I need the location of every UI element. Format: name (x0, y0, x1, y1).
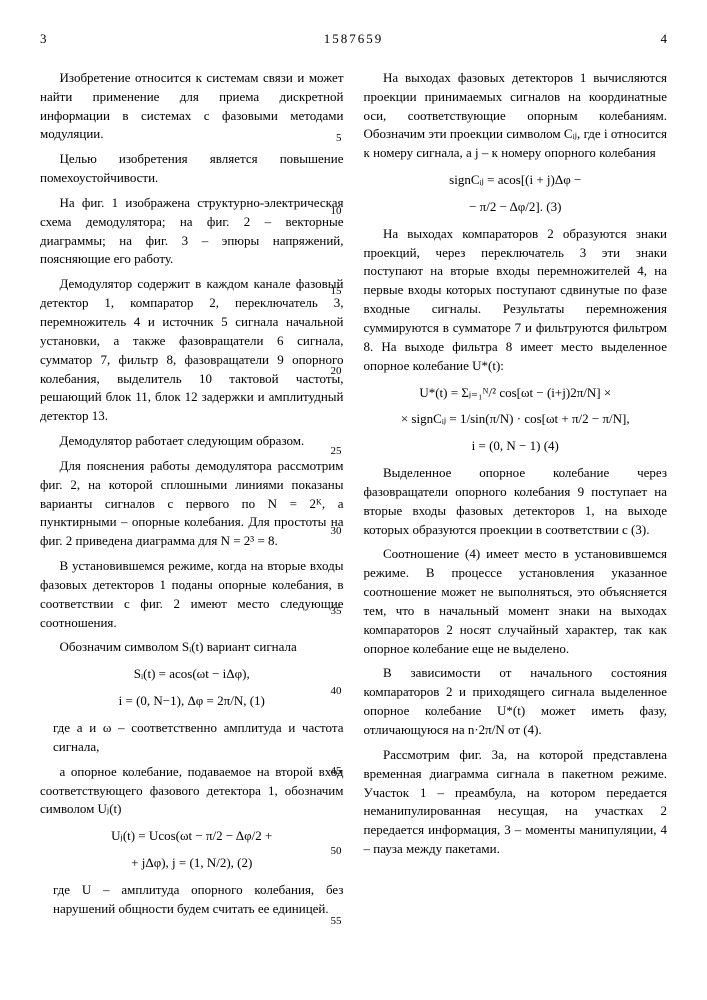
paragraph: В зависимости от начального состояния ко… (364, 664, 668, 739)
where-text: где a и ω – соответственно амплитуда и ч… (53, 719, 344, 757)
line-number: 40 (331, 684, 342, 700)
formula-4a: U*(t) = Σⱼ₌₁ᴺ/² cos[ωt − (i+j)2π/N] × (364, 384, 668, 403)
formula-2b: + jΔφ), j = (1, N/2), (2) (40, 854, 344, 873)
paragraph: Выделенное опорное колебание через фазов… (364, 464, 668, 539)
paragraph: Целью изобретения является повышение пом… (40, 150, 344, 188)
page-header: 3 1587659 4 (40, 30, 667, 49)
line-number: 10 (331, 204, 342, 220)
line-number: 30 (331, 524, 342, 540)
formula-1b: i = (0, N−1), Δφ = 2π/N, (1) (40, 692, 344, 711)
line-number: 55 (331, 914, 342, 930)
paragraph: Рассмотрим фиг. 3а, на которой представл… (364, 746, 668, 859)
paragraph: На выходах фазовых детекторов 1 вычисляю… (364, 69, 668, 163)
paragraph: На фиг. 1 изображена структурно-электрич… (40, 194, 344, 269)
line-number: 20 (331, 364, 342, 380)
line-number: 50 (331, 844, 342, 860)
paragraph: Демодулятор содержит в каждом канале фаз… (40, 275, 344, 426)
paragraph: Соотношение (4) имеет место в установивш… (364, 545, 668, 658)
left-column: Изобретение относится к системам связи и… (40, 69, 344, 925)
line-number: 5 (336, 131, 342, 147)
formula-3b: − π/2 − Δφ/2]. (3) (364, 198, 668, 217)
paragraph: Обозначим символом Sᵢ(t) вариант сигнала (40, 638, 344, 657)
line-number: 45 (331, 764, 342, 780)
paragraph: а опорное колебание, подаваемое на второ… (40, 763, 344, 820)
paragraph: Демодулятор работает следующим образом. (40, 432, 344, 451)
line-number: 25 (331, 444, 342, 460)
right-column: 5 10 15 20 25 30 35 40 45 50 55 На выход… (364, 69, 668, 925)
where-text: где U – амплитуда опорного колебания, бе… (53, 881, 344, 919)
formula-4c: i = (0, N − 1) (4) (364, 437, 668, 456)
formula-4b: × signCᵢⱼ = 1/sin(π/N) · cos[ωt + π/2 − … (364, 410, 668, 429)
formula-3: signCᵢⱼ = acos[(i + j)Δφ − (364, 171, 668, 190)
formula-2: Uⱼ(t) = Ucos(ωt − π/2 − Δφ/2 + (40, 827, 344, 846)
paragraph: В установившемся режиме, когда на вторые… (40, 557, 344, 632)
line-number: 15 (331, 284, 342, 300)
paragraph: Для пояснения работы демодулятора рассмо… (40, 457, 344, 551)
paragraph: На выходах компараторов 2 образуются зна… (364, 225, 668, 376)
right-page-number: 4 (661, 30, 668, 49)
line-number: 35 (331, 604, 342, 620)
formula-1: Sᵢ(t) = acos(ωt − iΔφ), (40, 665, 344, 684)
document-number: 1587659 (47, 30, 661, 49)
paragraph: Изобретение относится к системам связи и… (40, 69, 344, 144)
text-columns: Изобретение относится к системам связи и… (40, 69, 667, 925)
